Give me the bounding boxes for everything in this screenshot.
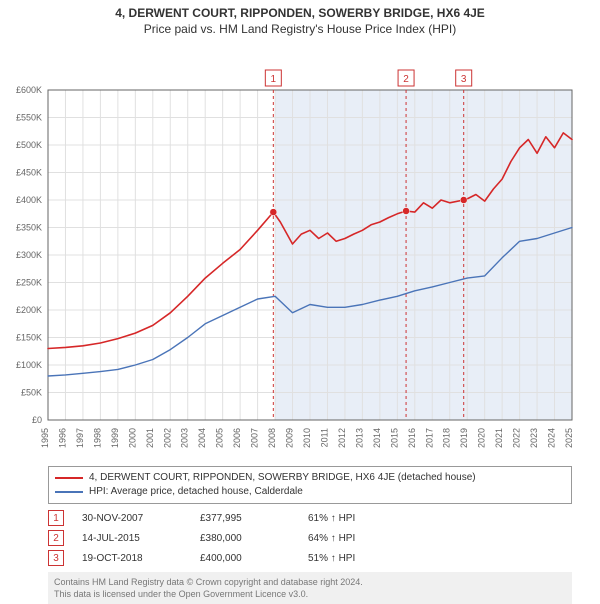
y-tick-label: £100K [16,360,42,370]
x-tick-label: 2016 [407,428,417,448]
x-tick-label: 2009 [285,428,295,448]
event-row: 3 19-OCT-2018 £400,000 51% ↑ HPI [48,548,572,568]
event-row: 1 30-NOV-2007 £377,995 61% ↑ HPI [48,508,572,528]
x-tick-label: 2022 [512,428,522,448]
x-tick-label: 2021 [494,428,504,448]
x-tick-label: 2004 [197,428,207,448]
event-marker [270,209,277,216]
event-delta: 51% ↑ HPI [308,553,408,564]
event-marker [403,208,410,215]
event-price: £380,000 [200,533,290,544]
y-tick-label: £550K [16,113,42,123]
footer-line1: Contains HM Land Registry data © Crown c… [54,576,566,588]
page-title-line1: 4, DERWENT COURT, RIPPONDEN, SOWERBY BRI… [0,6,600,20]
event-marker [460,197,467,204]
x-tick-label: 1998 [92,428,102,448]
chart-event-badge: 3 [461,74,467,85]
x-tick-label: 1996 [57,428,67,448]
legend: 4, DERWENT COURT, RIPPONDEN, SOWERBY BRI… [48,466,572,504]
legend-swatch-hpi [55,491,83,493]
event-date: 14-JUL-2015 [82,533,182,544]
event-price: £400,000 [200,553,290,564]
legend-label: 4, DERWENT COURT, RIPPONDEN, SOWERBY BRI… [89,471,476,485]
x-tick-label: 2010 [302,428,312,448]
chart-event-badge: 2 [403,74,409,85]
y-tick-label: £600K [16,85,42,95]
x-tick-label: 2003 [180,428,190,448]
x-tick-label: 2011 [319,428,329,447]
x-tick-label: 1995 [40,428,50,448]
y-tick-label: £0 [32,415,42,425]
y-tick-label: £250K [16,278,42,288]
x-tick-label: 2014 [372,428,382,448]
event-row: 2 14-JUL-2015 £380,000 64% ↑ HPI [48,528,572,548]
page-title-line2: Price paid vs. HM Land Registry's House … [0,22,600,36]
y-tick-label: £300K [16,250,42,260]
y-tick-label: £500K [16,140,42,150]
x-tick-label: 2001 [145,428,155,448]
footer-attribution: Contains HM Land Registry data © Crown c… [48,572,572,604]
x-tick-label: 2025 [564,428,574,448]
y-tick-label: £350K [16,223,42,233]
x-tick-label: 1999 [110,428,120,448]
x-tick-label: 2024 [547,428,557,448]
x-tick-label: 2008 [267,428,277,448]
y-tick-label: £150K [16,333,42,343]
x-tick-label: 2018 [442,428,452,448]
legend-row: 4, DERWENT COURT, RIPPONDEN, SOWERBY BRI… [55,471,565,485]
price-chart: £0 £50K £100K £150K £200K £250K £300K £350K £400… [0,38,600,460]
legend-label: HPI: Average price, detached house, Cald… [89,485,303,499]
event-table: 1 30-NOV-2007 £377,995 61% ↑ HPI 2 14-JU… [48,508,572,568]
x-tick-label: 2006 [232,428,242,448]
chart-event-badge: 1 [271,74,277,85]
event-badge-2: 2 [48,530,64,546]
x-tick-label: 2013 [354,428,364,448]
event-delta: 64% ↑ HPI [308,533,408,544]
y-tick-label: £50K [21,388,42,398]
legend-row: HPI: Average price, detached house, Cald… [55,485,565,499]
legend-swatch-property [55,477,83,479]
x-tick-label: 2020 [477,428,487,448]
x-tick-label: 2000 [127,428,137,448]
x-tick-label: 2019 [459,428,469,448]
x-tick-label: 2023 [529,428,539,448]
title-block: 4, DERWENT COURT, RIPPONDEN, SOWERBY BRI… [0,0,600,38]
event-price: £377,995 [200,513,290,524]
event-badge-3: 3 [48,550,64,566]
event-delta: 61% ↑ HPI [308,513,408,524]
chart-container: £0 £50K £100K £150K £200K £250K £300K £350K £400… [0,38,600,460]
y-tick-label: £400K [16,195,42,205]
x-tick-label: 2015 [389,428,399,448]
event-date: 30-NOV-2007 [82,513,182,524]
x-tick-label: 2002 [162,428,172,448]
x-tick-label: 2012 [337,428,347,448]
y-tick-label: £450K [16,168,42,178]
x-tick-label: 1997 [75,428,85,448]
x-tick-label: 2005 [215,428,225,448]
y-tick-label: £200K [16,305,42,315]
x-tick-label: 2007 [250,428,260,448]
event-badge-1: 1 [48,510,64,526]
x-tick-label: 2017 [424,428,434,448]
event-date: 19-OCT-2018 [82,553,182,564]
